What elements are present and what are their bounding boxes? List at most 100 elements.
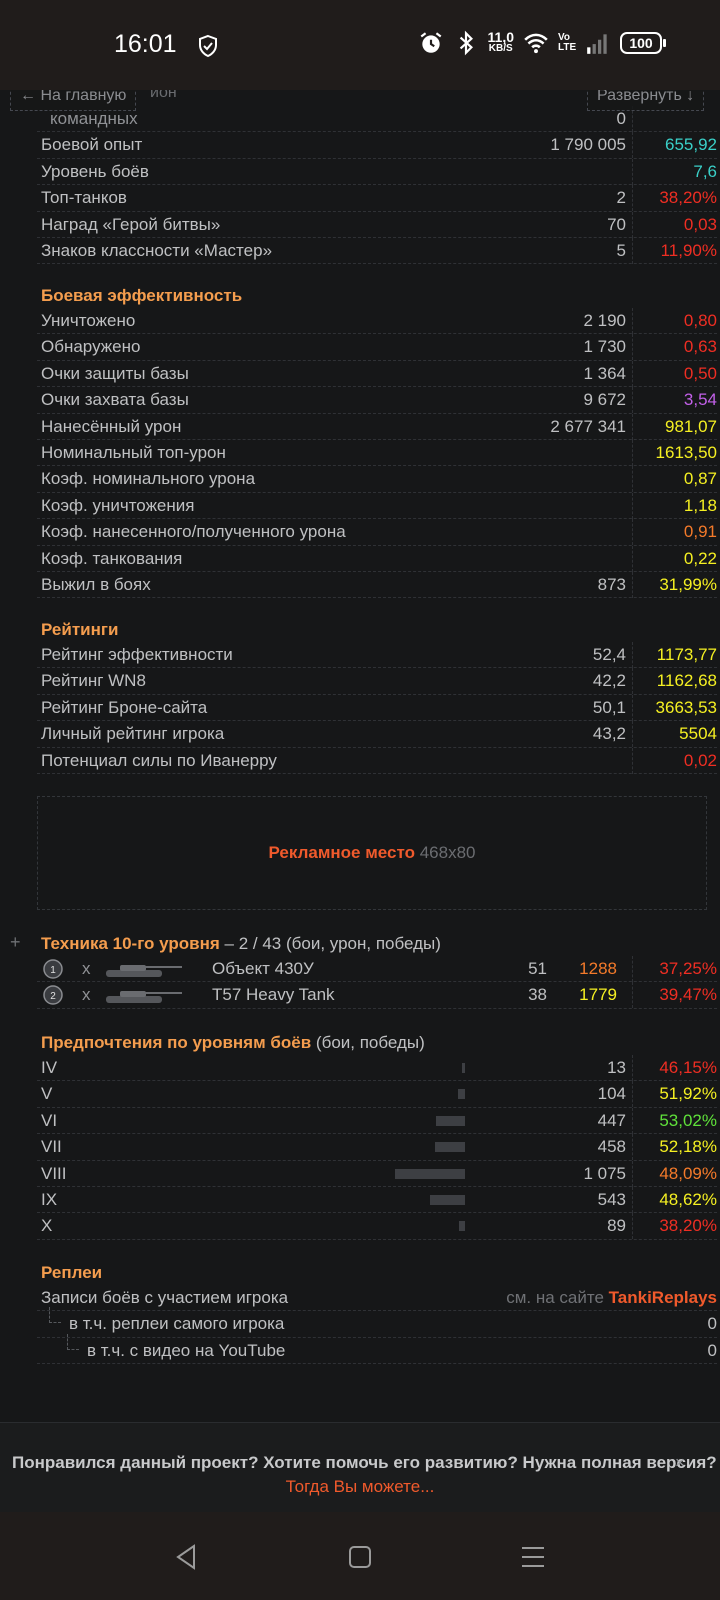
support-question: Понравился данный проект? Хотите помочь … [12, 1453, 717, 1472]
column-divider [632, 1160, 633, 1187]
column-divider [632, 1107, 633, 1134]
tier-winrate: 51,92% [659, 1084, 717, 1104]
ad-size: 468x80 [419, 843, 476, 862]
network-speed: 11,0 KB/S [487, 29, 514, 54]
column-divider [632, 642, 633, 668]
tier-row: X 89 38,20% [37, 1213, 717, 1240]
stat-label: Рейтинг Броне-сайта [41, 697, 208, 717]
tank-silhouette-icon [106, 991, 182, 1004]
stat-label: Коэф. нанесенного/полученного урона [41, 522, 346, 542]
tier-winrate: 48,09% [659, 1163, 717, 1183]
tier-winrate: 46,15% [659, 1058, 717, 1077]
svg-text:1: 1 [50, 965, 56, 976]
column-divider [632, 308, 633, 334]
tier-winrate: 38,20% [659, 1216, 717, 1236]
tank-damage: 1779 [579, 985, 617, 1005]
bluetooth-icon [459, 30, 473, 56]
stat-value: 2 [616, 188, 626, 208]
column-divider [632, 545, 633, 572]
stat-label: Очки захвата базы [41, 390, 189, 410]
column-divider [632, 1186, 633, 1213]
column-divider [632, 334, 633, 361]
tier-share-bar [435, 1142, 465, 1153]
tiers-section-title: Предпочтения по уровням боёв (бои, побед… [41, 1033, 425, 1052]
tier-share-bar [436, 1115, 465, 1126]
tier-share-bar [430, 1194, 465, 1205]
youtube-replays-row: в т.ч. с видео на YouTube 0 [37, 1333, 717, 1365]
stat-rate: 0,91 [683, 522, 717, 542]
tank-name: Объект 430У [212, 959, 314, 978]
alarm-icon [420, 32, 441, 53]
stat-rate: 3,54 [683, 390, 717, 410]
tier-battles: 1 075 [583, 1163, 626, 1183]
ad-label: Рекламное место [268, 843, 415, 862]
tank-damage: 1288 [579, 959, 617, 978]
stat-value: 1 364 [583, 363, 626, 383]
stat-label: Боевой опыт [41, 135, 143, 155]
status-bar: 16:01 11,0 KB/S Vo LTE 100 [0, 0, 720, 90]
tier-label: VII [41, 1137, 62, 1157]
stat-row: Коэф. танкования 0,22 [37, 545, 717, 572]
tier-label: IV [41, 1058, 58, 1077]
expand-button[interactable]: Развернуть ↓ [587, 90, 705, 111]
stat-row: Коэф. уничтожения 1,18 [37, 492, 717, 520]
support-link[interactable]: Тогда Вы можете... [285, 1477, 435, 1496]
tier-label: V [41, 1084, 53, 1104]
column-divider [632, 492, 633, 519]
column-divider [632, 387, 633, 414]
column-divider [632, 694, 633, 721]
stat-rate: 31,99% [659, 574, 717, 594]
stat-row: Знаков классности «Мастер» 5 11,90% [37, 237, 717, 265]
tier-row: VIII 1 075 48,09% [37, 1160, 717, 1187]
stat-value: 43,2 [592, 724, 626, 744]
column-divider [632, 106, 633, 132]
stat-rate: 0,63 [683, 337, 717, 357]
stat-label: Уничтожено [41, 311, 136, 330]
column-divider [632, 1055, 633, 1081]
stats-page: йон ← На главную Развернуть ↓ командных 0… [0, 90, 720, 1510]
signal-icon [587, 34, 607, 54]
column-divider [632, 519, 633, 546]
stat-row: Уничтожено 2 190 0,80 [37, 308, 717, 335]
stat-label: Знаков классности «Мастер» [41, 240, 273, 260]
column-divider [632, 668, 633, 695]
ratings-table: Рейтинг эффективности 52,4 1173,77 Рейтинг … [37, 642, 717, 774]
back-icon[interactable] [172, 1542, 202, 1572]
tier-label: IX [41, 1189, 58, 1209]
stat-row: Потенциал силы по Иванерру 0,02 [37, 747, 717, 774]
home-button[interactable]: ← На главную [10, 90, 137, 111]
stat-value: 42,2 [592, 671, 626, 691]
stat-rate: 655,92 [665, 135, 717, 155]
tankireplays-link[interactable]: TankiReplays [608, 1288, 717, 1307]
stat-label: Потенциал силы по Иванерру [41, 750, 277, 770]
stat-value: 2 677 341 [550, 416, 626, 436]
stat-rate: 38,20% [659, 188, 717, 208]
column-divider [632, 237, 633, 264]
system-nav-bar [0, 1512, 720, 1600]
home-icon[interactable] [345, 1542, 375, 1572]
ad-placeholder: Рекламное место 468x80 [37, 796, 707, 910]
stat-rate: 11,90% [660, 240, 717, 260]
stat-label: командных [50, 109, 138, 128]
stat-label: Рейтинг WN8 [41, 671, 146, 691]
tier10-section-title: Техника 10-го уровня – 2 / 43 (бои, урон… [41, 934, 441, 953]
column-divider [632, 1134, 633, 1161]
tank-row[interactable]: 1 x Объект 430У 51 1288 37,25% [37, 956, 717, 983]
stat-rate: 0,03 [683, 214, 717, 234]
stat-label: Коэф. уничтожения [41, 495, 195, 515]
stat-rate: 5504 [679, 724, 717, 744]
column-divider [632, 1213, 633, 1240]
expand-plus-icon[interactable]: + [10, 932, 21, 952]
tier-battles: 458 [597, 1137, 626, 1157]
stat-row: Нанесённый урон 2 677 341 981,07 [37, 413, 717, 440]
stat-row: Коэф. нанесенного/полученного урона 0,91 [37, 519, 717, 546]
tank-row[interactable]: 2 x T57 Heavy Tank 38 1779 39,47% [37, 982, 717, 1009]
close-icon[interactable]: × [675, 1453, 685, 1472]
menu-icon[interactable] [518, 1542, 548, 1572]
tier-battles: 447 [597, 1110, 626, 1130]
tree-branch-icon [49, 1307, 61, 1324]
tier-row: V 104 51,92% [37, 1081, 717, 1108]
column-divider [632, 360, 633, 387]
tier-label: VIII [41, 1163, 67, 1183]
tier-share-bar [395, 1168, 465, 1179]
